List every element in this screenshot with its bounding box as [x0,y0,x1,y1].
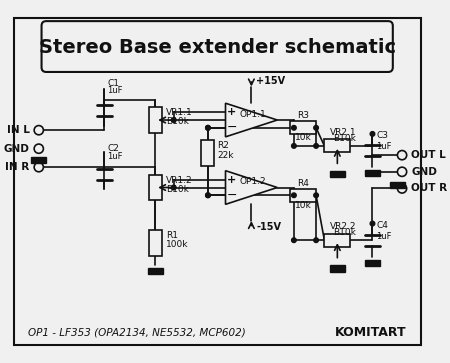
Text: Stereo Base extender schematic: Stereo Base extender schematic [39,37,396,57]
Text: 100k: 100k [166,240,189,249]
Text: B10k: B10k [333,228,356,237]
Text: IN R: IN R [5,162,30,172]
Text: OUT L: OUT L [411,150,446,160]
FancyBboxPatch shape [149,230,162,256]
Text: C2: C2 [107,144,119,153]
Bar [148,268,162,274]
Circle shape [370,131,375,136]
FancyBboxPatch shape [149,175,162,200]
Text: VR1.1: VR1.1 [166,108,193,117]
Polygon shape [225,103,277,137]
Polygon shape [225,171,277,204]
Text: OP1.1: OP1.1 [240,110,266,119]
Text: +: + [227,107,237,117]
FancyBboxPatch shape [202,140,214,166]
FancyBboxPatch shape [149,107,162,133]
Text: VR1.2: VR1.2 [166,176,193,185]
Circle shape [397,184,407,193]
Text: OP1 - LF353 (OPA2134, NE5532, MCP602): OP1 - LF353 (OPA2134, NE5532, MCP602) [28,328,245,338]
Circle shape [292,126,296,130]
Circle shape [206,126,210,130]
Text: -15V: -15V [256,221,281,232]
Text: C3: C3 [376,131,388,140]
Circle shape [397,151,407,160]
Circle shape [34,163,43,172]
Text: R2: R2 [217,142,229,150]
Text: +: + [227,175,237,185]
Text: 10k: 10k [295,201,311,210]
Text: +15V: +15V [256,76,285,86]
Circle shape [292,193,296,197]
Circle shape [292,144,296,148]
Text: 1uF: 1uF [107,152,123,160]
Text: VR2.2: VR2.2 [330,222,356,231]
Text: R4: R4 [297,179,309,188]
Bar [330,171,345,178]
FancyBboxPatch shape [324,234,350,247]
Text: KOMITART: KOMITART [335,326,407,339]
FancyBboxPatch shape [41,21,393,72]
Bar [365,170,380,176]
Circle shape [370,221,375,226]
Bar [32,157,46,163]
Text: OUT R: OUT R [411,183,447,193]
Circle shape [292,238,296,242]
Text: B10k: B10k [166,117,189,126]
Text: GND: GND [4,144,30,154]
Bar [330,265,345,272]
Circle shape [34,126,43,135]
FancyBboxPatch shape [290,189,316,202]
Circle shape [206,193,210,197]
Circle shape [171,118,176,122]
Circle shape [314,144,319,148]
Text: 1uF: 1uF [376,232,392,241]
Text: 1uF: 1uF [376,142,392,151]
Text: B10k: B10k [166,185,189,194]
Text: 10k: 10k [295,134,311,142]
Text: −: − [227,189,237,202]
Bar [365,260,380,266]
Circle shape [34,144,43,153]
Text: 22k: 22k [217,151,234,160]
Circle shape [314,238,319,242]
Circle shape [314,126,319,130]
FancyBboxPatch shape [324,139,350,152]
Bar [390,182,405,188]
Text: R1: R1 [166,231,178,240]
Text: IN L: IN L [7,125,30,135]
Circle shape [171,185,176,190]
Circle shape [206,193,210,197]
Circle shape [397,167,407,176]
Text: 1uF: 1uF [107,86,123,95]
FancyBboxPatch shape [14,19,421,344]
Text: −: − [227,121,237,134]
Text: C1: C1 [107,78,119,87]
Circle shape [314,193,319,197]
Text: VR2.1: VR2.1 [330,127,356,136]
FancyBboxPatch shape [290,121,316,134]
Text: GND: GND [411,167,437,177]
Text: C4: C4 [376,221,388,230]
Text: R3: R3 [297,111,309,120]
Circle shape [206,126,210,130]
Text: B10k: B10k [333,134,356,143]
Text: OP1.2: OP1.2 [240,178,266,187]
